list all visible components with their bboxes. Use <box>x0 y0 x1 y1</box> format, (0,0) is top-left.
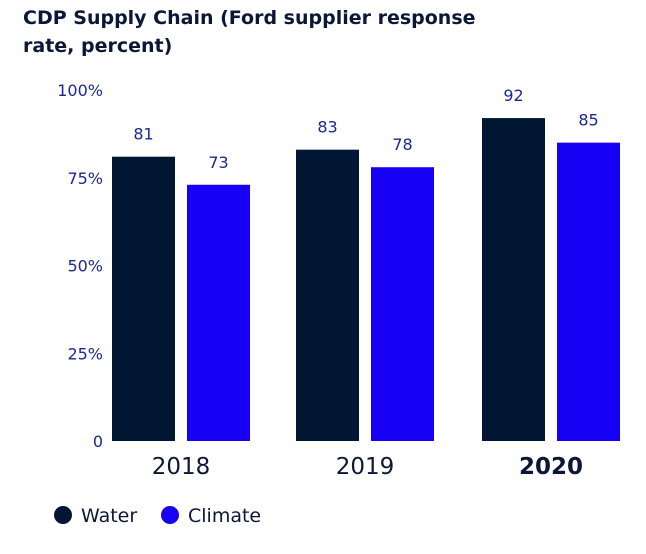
legend: Water Climate <box>54 505 261 527</box>
bar-water-2020 <box>482 118 545 441</box>
x-tick-label: 2020 <box>519 454 583 480</box>
legend-marker-climate <box>161 506 179 524</box>
bar-water-2019 <box>296 149 359 442</box>
y-tick-label: 100% <box>57 81 103 100</box>
bar-climate-2018 <box>187 184 250 441</box>
data-label: 78 <box>392 135 412 154</box>
chart-title-line-2: rate, percent) <box>23 35 172 57</box>
x-tick-label: 2018 <box>152 454 211 480</box>
data-label: 81 <box>133 125 153 144</box>
y-tick-label: 25% <box>67 344 103 363</box>
y-tick-label: 75% <box>67 169 103 188</box>
bar-climate-2020 <box>557 142 620 441</box>
data-label: 85 <box>578 111 598 130</box>
legend-marker-water <box>54 506 72 524</box>
bar-climate-2019 <box>371 167 434 441</box>
data-label: 83 <box>317 118 337 137</box>
bar-water-2018 <box>112 156 175 441</box>
data-label: 92 <box>503 86 523 105</box>
legend-label-water: Water <box>81 505 137 527</box>
legend-label-climate: Climate <box>188 505 261 527</box>
y-tick-label: 50% <box>67 257 103 276</box>
x-tick-label: 2019 <box>336 454 395 480</box>
plot-area: 0 25% 50% 75% 100% 81 73 2018 83 78 2019 92 85 2020 <box>57 81 620 480</box>
y-tick-label: 0 <box>93 432 103 451</box>
chart-title-line-1: CDP Supply Chain (Ford supplier response <box>23 7 476 29</box>
data-label: 73 <box>208 153 228 172</box>
